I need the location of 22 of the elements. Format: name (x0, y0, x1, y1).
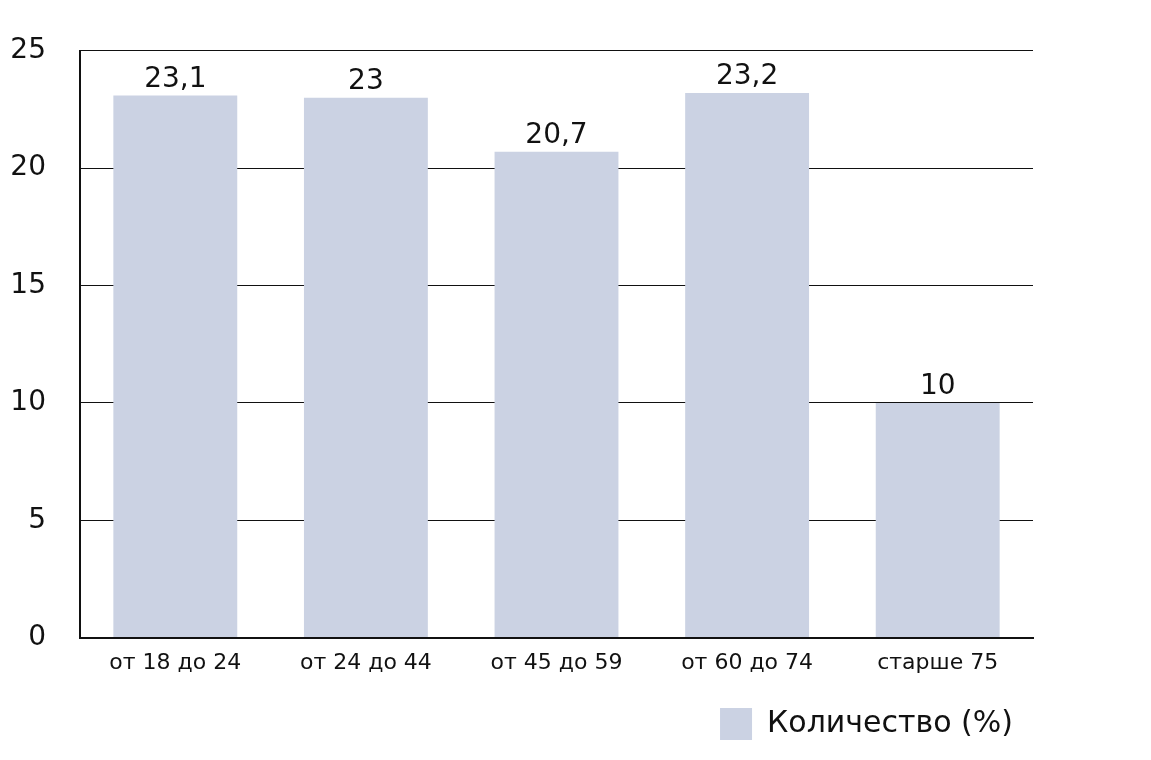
data-label: 23,2 (715, 58, 779, 92)
x-tick-label: от 18 до 24 (109, 648, 242, 674)
bar (303, 97, 428, 638)
bar (494, 151, 619, 638)
x-tick-label: от 45 до 59 (490, 648, 623, 674)
y-tick-label: 5 (28, 501, 46, 535)
y-tick-label: 10 (10, 384, 46, 418)
bar (875, 402, 1000, 638)
x-tick-label: от 24 до 44 (299, 648, 432, 674)
y-tick-label: 20 (10, 149, 46, 183)
data-label: 23 (348, 63, 384, 97)
legend-label: Количество (%) (767, 703, 1014, 739)
data-label: 20,7 (525, 117, 588, 151)
data-label: 10 (919, 368, 956, 402)
bar (685, 93, 810, 638)
x-tick-label: старше 75 (877, 648, 999, 674)
x-tick-label: от 60 до 74 (681, 648, 814, 674)
y-tick-label: 15 (10, 266, 46, 300)
data-label: 23,1 (144, 60, 207, 94)
y-tick-label: 25 (10, 32, 46, 66)
bar (113, 95, 238, 638)
y-tick-label: 0 (28, 618, 46, 652)
